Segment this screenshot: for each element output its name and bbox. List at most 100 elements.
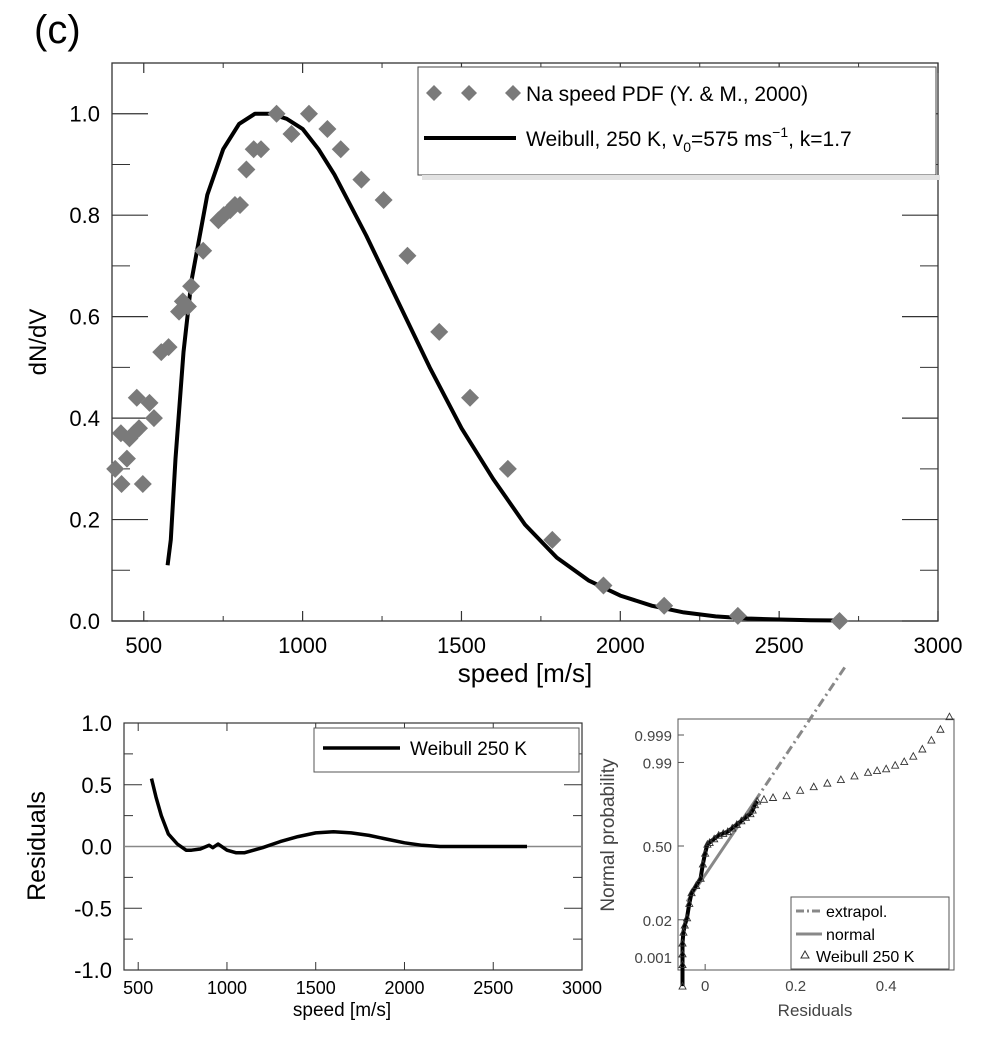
residuals-x-tick-label: 2500: [473, 978, 513, 998]
prob-triangle-point: [918, 744, 927, 753]
main-x-axis-label: speed [m/s]: [458, 658, 592, 688]
prob-axes: 0 0.2 0.4 0.001 0.02 0.50 0.99 0.999: [634, 728, 896, 995]
residuals-y-tick-label: 0.5: [81, 773, 112, 798]
data-point-diamond: [159, 338, 178, 357]
residuals-x-tick-label: 1000: [207, 978, 247, 998]
prob-triangle-point: [863, 767, 873, 776]
data-point-diamond: [318, 119, 337, 138]
main-y-tick-label: 0.8: [69, 203, 100, 228]
main-x-tick-label: 3000: [914, 633, 963, 658]
residuals-legend-box: [313, 727, 580, 773]
prob-x-tick-label: 0.2: [785, 978, 806, 995]
prob-x-axis-label: Residuals: [778, 1001, 853, 1020]
main-weibull-line: [165, 111, 843, 623]
data-point-diamond: [182, 277, 201, 296]
prob-x-tick-label: 0.4: [876, 978, 897, 995]
prob-triangle-point: [890, 760, 900, 769]
residuals-y-tick-label: -0.5: [74, 896, 112, 921]
prob-triangle-point: [678, 938, 687, 947]
residuals-legend-label: Weibull 250 K: [410, 739, 527, 760]
prob-triangle-point: [678, 981, 687, 990]
data-point-diamond: [594, 576, 613, 595]
residuals-axes: 500 1000 1500 2000 2500 3000 -1.0 -0.5 0.0 0.5 1.0: [74, 711, 602, 998]
data-point-diamond: [655, 596, 674, 615]
prob-triangle-point: [936, 724, 945, 733]
residuals-chart: 500 1000 1500 2000 2500 3000 -1.0 -0.5 0.0 0.5 1.0…: [23, 711, 602, 1021]
prob-triangle-point: [836, 775, 846, 783]
main-plot-frame: [111, 62, 939, 622]
residuals-x-axis-label: speed [m/s]: [293, 1000, 391, 1021]
main-x-tick-label: 2000: [596, 633, 645, 658]
residuals-x-tick-label: 1500: [296, 978, 336, 998]
data-point-diamond: [194, 241, 213, 260]
prob-y-tick-label: 0.02: [643, 913, 672, 930]
main-axes: 500 1000 1500 2000 2500 3000 0.0 0.2 0.4 0.6 0.8 1.…: [69, 62, 963, 658]
residuals-y-tick-label: 1.0: [81, 711, 112, 736]
prob-legend-extrapol-label: extrapol.: [826, 904, 887, 921]
main-x-tick-label: 2500: [755, 633, 804, 658]
prob-triangle-point: [678, 949, 687, 958]
prob-points: [678, 712, 954, 990]
prob-triangle-point: [823, 778, 832, 787]
prob-triangle-point: [678, 960, 687, 968]
prob-triangle-point: [768, 793, 778, 801]
prob-triangle-point: [679, 927, 688, 936]
prob-y-tick-label: 0.99: [643, 755, 672, 772]
prob-triangle-point: [881, 764, 891, 773]
panel-label: (c): [34, 8, 81, 52]
prob-triangle-point: [696, 873, 705, 882]
prob-triangle-point: [872, 766, 882, 775]
main-data-points: [106, 104, 849, 630]
prob-triangle-point: [782, 791, 791, 800]
prob-triangle-point: [703, 839, 712, 848]
data-point-diamond: [830, 612, 849, 630]
data-point-diamond: [430, 322, 449, 341]
data-point-diamond: [543, 530, 562, 549]
prob-plot-frame: [677, 718, 955, 971]
prob-extrapol-line: [753, 665, 847, 802]
main-y-axis-label: dN/dV: [25, 309, 52, 376]
prob-triangle-point: [850, 771, 859, 780]
residuals-legend: Weibull 250 K: [313, 727, 580, 773]
prob-triangle-point: [927, 735, 936, 744]
data-point-diamond: [133, 475, 152, 494]
data-point-diamond: [267, 104, 286, 123]
prob-triangle-point: [748, 805, 757, 814]
prob-triangle-point: [700, 848, 710, 857]
prob-triangle-point: [682, 913, 692, 922]
residuals-y-axis-label: Residuals: [23, 791, 51, 901]
prob-triangle-point: [685, 899, 694, 907]
main-chart: 500 1000 1500 2000 2500 3000 0.0 0.2 0.4 0.6 0.8 1.…: [25, 62, 963, 688]
main-legend: Na speed PDF (Y. & M., 2000) Weibull, 25…: [417, 66, 940, 180]
residuals-y-tick-label: -1.0: [74, 958, 112, 983]
prob-triangle-point: [691, 881, 701, 889]
prob-triangle-point: [698, 859, 708, 868]
prob-triangle-point: [759, 794, 769, 803]
residuals-x-tick-label: 3000: [562, 978, 602, 998]
main-y-tick-label: 0.4: [69, 406, 100, 431]
data-point-diamond: [140, 393, 159, 412]
prob-lines: [685, 665, 847, 903]
main-x-tick-label: 500: [125, 633, 162, 658]
legend-diamond-marker: [461, 85, 477, 101]
prob-y-axis-label: Normal probability: [598, 758, 619, 912]
data-point-diamond: [130, 419, 149, 438]
main-x-tick-label: 1000: [278, 633, 327, 658]
main-y-tick-label: 0.2: [69, 508, 100, 533]
data-point-diamond: [282, 125, 301, 144]
data-point-diamond: [374, 190, 393, 209]
prob-triangle-point: [945, 712, 954, 721]
main-legend-box: [417, 66, 937, 176]
residuals-x-tick-label: 2000: [384, 978, 424, 998]
prob-legend-weibull-label: Weibull 250 K: [816, 949, 915, 966]
prob-legend: extrapol. normal Weibull 250 K: [790, 896, 950, 970]
main-weibull-line-group: [165, 111, 843, 623]
legend-shadow: [422, 175, 940, 180]
data-point-diamond: [106, 459, 125, 478]
prob-triangle-point: [809, 782, 818, 791]
data-point-diamond: [299, 104, 318, 123]
prob-triangle-point: [687, 888, 696, 897]
main-y-tick-label: 0.6: [69, 305, 100, 330]
prob-triangle-point: [752, 796, 762, 805]
prob-triangle-point: [899, 757, 909, 766]
